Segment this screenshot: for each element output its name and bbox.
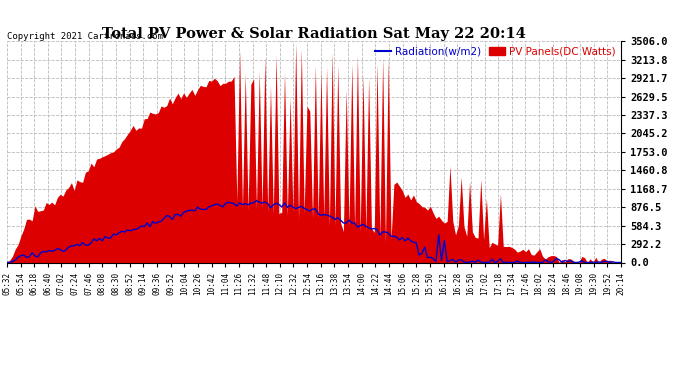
Legend: Radiation(w/m2), PV Panels(DC Watts): Radiation(w/m2), PV Panels(DC Watts) — [375, 46, 615, 57]
Text: Copyright 2021 Cartronics.com: Copyright 2021 Cartronics.com — [7, 32, 163, 41]
Title: Total PV Power & Solar Radiation Sat May 22 20:14: Total PV Power & Solar Radiation Sat May… — [102, 27, 526, 41]
